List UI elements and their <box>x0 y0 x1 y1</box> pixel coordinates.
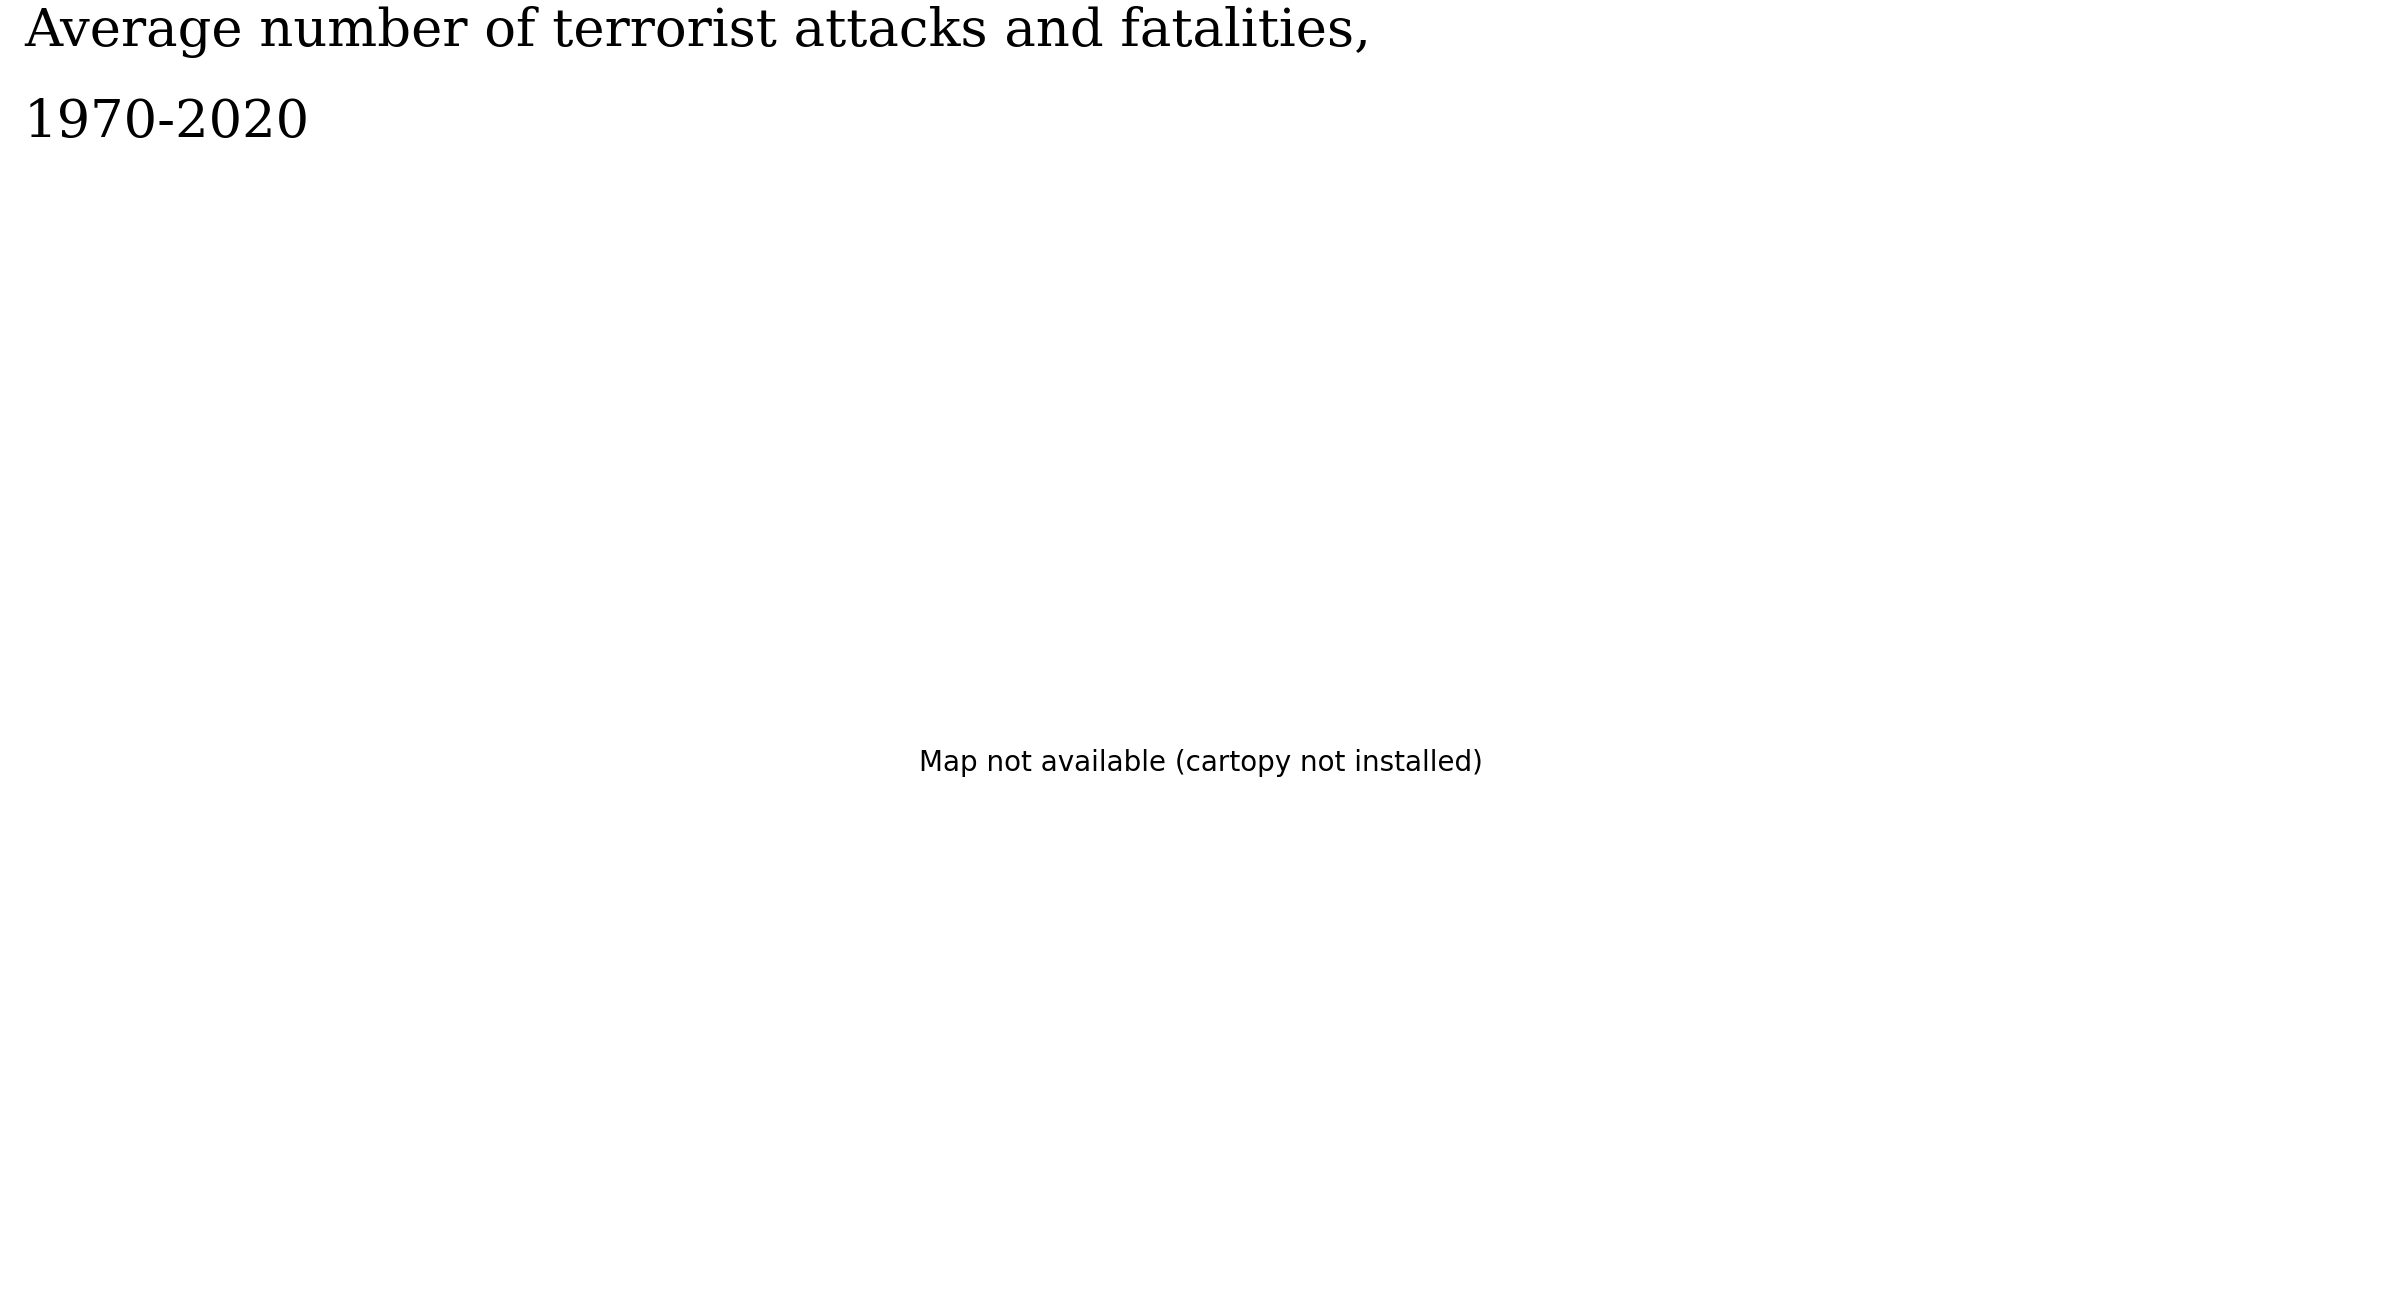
Text: Average number of terrorist attacks and fatalities,: Average number of terrorist attacks and … <box>24 6 1372 58</box>
Text: Map not available (cartopy not installed): Map not available (cartopy not installed… <box>920 749 1482 778</box>
Text: 1970-2020: 1970-2020 <box>24 97 310 148</box>
